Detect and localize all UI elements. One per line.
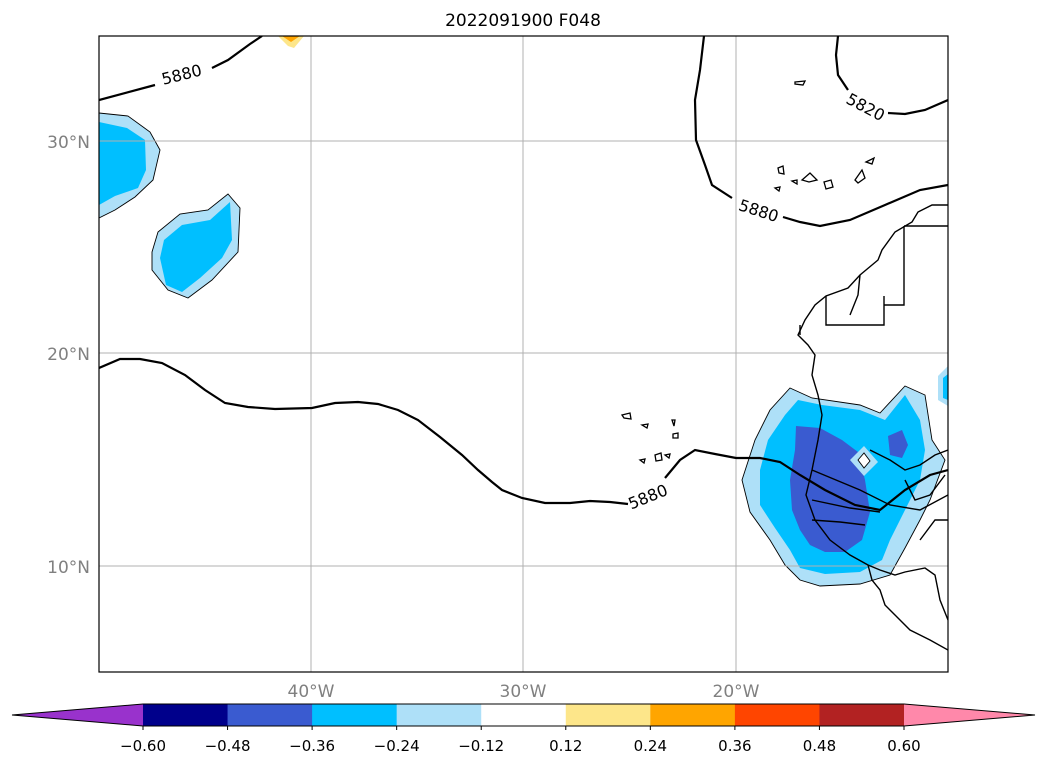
colorbar-extend-min [12,704,143,726]
colorbar-tick-label: 0.36 [718,737,751,755]
colorbar-tick-label: 0.12 [549,737,582,755]
lon-label-30w: 30°W [500,682,547,702]
colorbar-segment [734,704,820,726]
map-frame [98,35,949,673]
field-outlines [99,112,946,587]
latitude-labels: 30°N 20°N 10°N [47,133,90,578]
map-area: 5880 5880 5880 5820 [99,36,948,672]
colorbar-tick-label: −0.24 [374,737,420,755]
islands [620,80,876,465]
colorbar-segment [650,704,736,726]
colorbar-segment [312,704,398,726]
colorbar [11,703,1036,727]
lon-label-20w: 20°W [713,682,760,702]
shaded-field-africa-coast [742,366,948,586]
grid-lines [99,36,948,672]
shaded-field-top-yellow [278,36,304,48]
lat-label-10n: 10°N [47,558,90,578]
colorbar-tick-label: −0.60 [120,737,166,755]
colorbar-tick-label: 0.60 [887,737,920,755]
coastlines [797,204,948,651]
colorbar-segment [227,704,313,726]
colorbar-segment [481,704,567,726]
colorbar-tick-label: −0.36 [289,737,335,755]
lon-label-40w: 40°W [288,682,335,702]
colorbar-extend-max [904,704,1035,726]
shaded-field-nw [99,113,160,218]
longitude-labels: 40°W 30°W 20°W [288,682,760,702]
map-title: 2022091900 F048 [445,11,601,31]
height-contours [99,36,948,512]
colorbar-tick-label: −0.12 [458,737,504,755]
colorbar-segment [396,704,482,726]
colorbar-tick-label: 0.24 [634,737,667,755]
colorbar-segment [819,704,905,726]
colorbar-segment [565,704,651,726]
lat-label-30n: 30°N [47,133,90,153]
colorbar-tick-label: −0.48 [205,737,251,755]
lat-label-20n: 20°N [47,345,90,365]
colorbar-ticks: −0.60 −0.48 −0.36 −0.24 −0.12 0.12 0.24 0.36 0.4… [120,726,921,755]
colorbar-segment [143,704,229,726]
colorbar-tick-label: 0.48 [803,737,836,755]
shaded-field-west [152,194,240,298]
